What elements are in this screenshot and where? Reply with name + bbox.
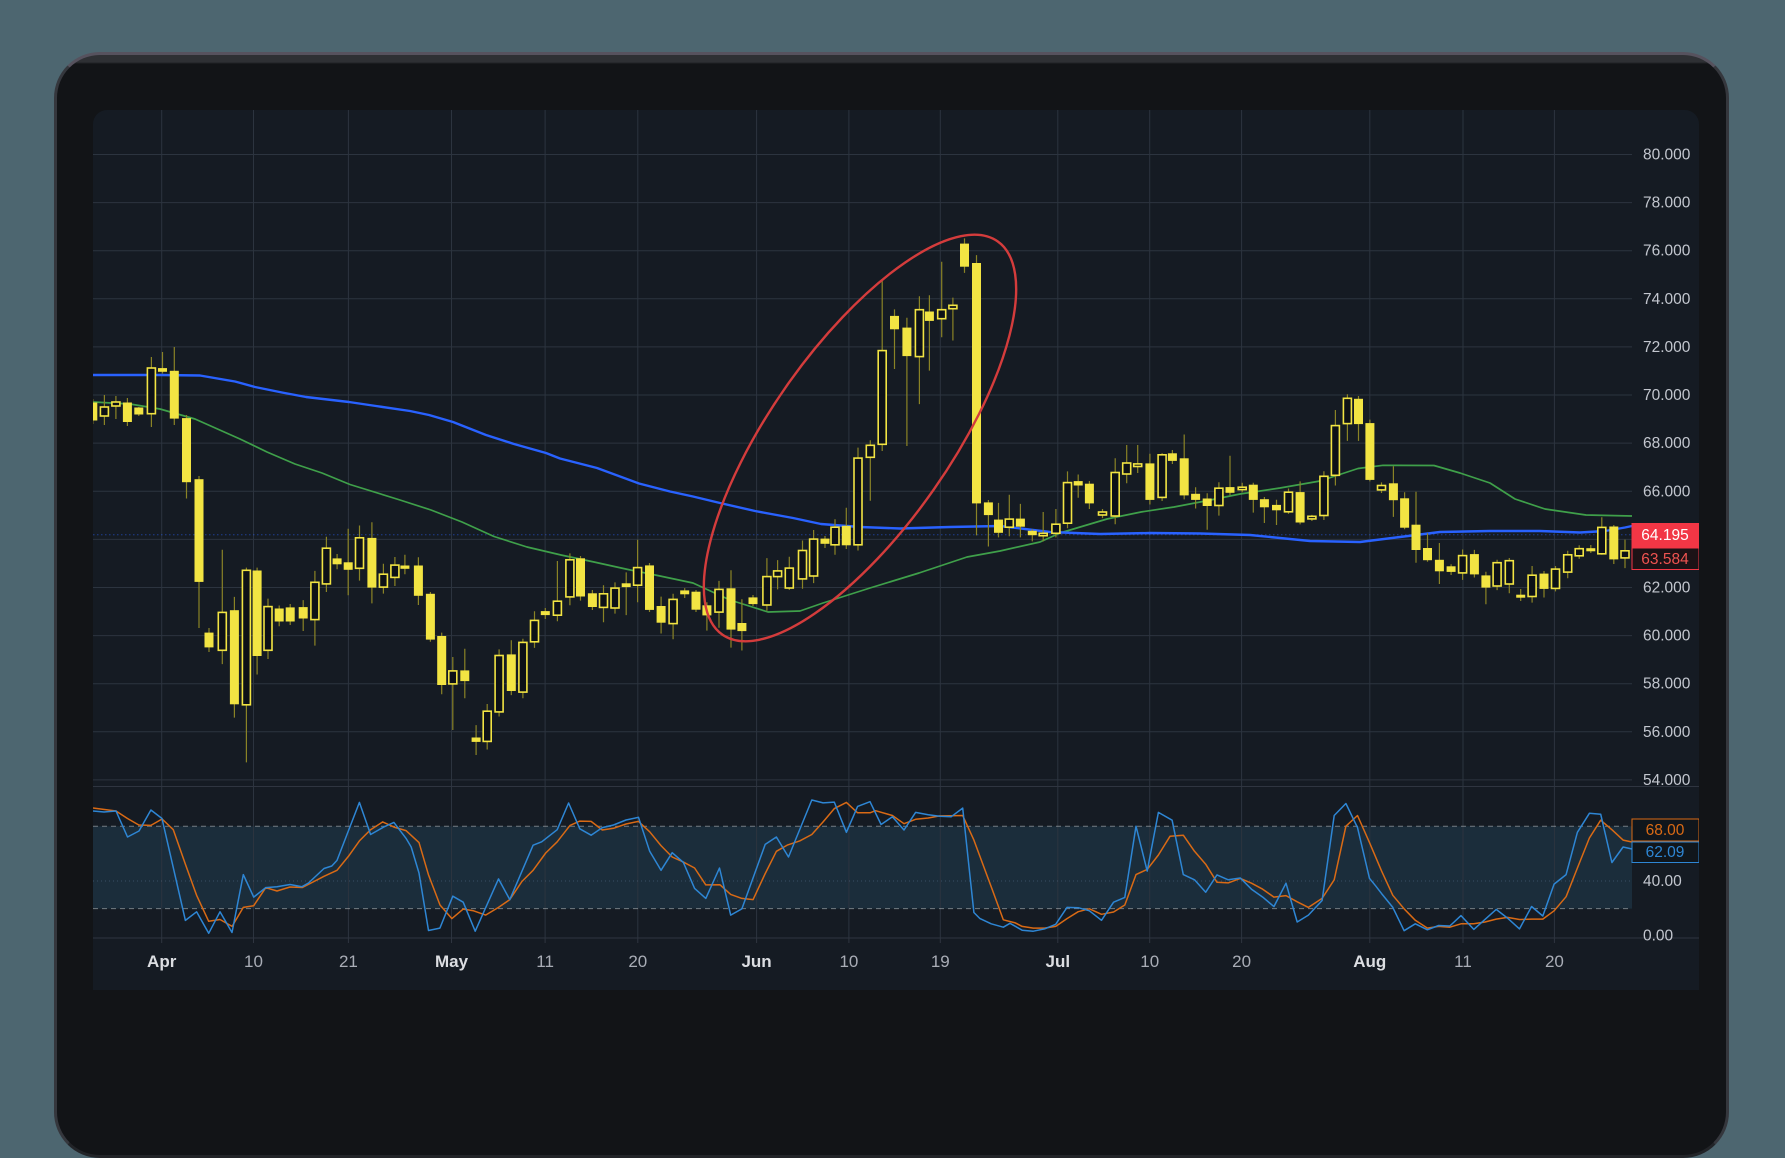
svg-text:21: 21	[339, 952, 358, 971]
svg-text:63.584: 63.584	[1641, 551, 1689, 568]
svg-text:0.00: 0.00	[1643, 928, 1674, 945]
svg-text:62.000: 62.000	[1643, 580, 1691, 597]
svg-text:Jul: Jul	[1046, 952, 1071, 971]
svg-text:56.000: 56.000	[1643, 724, 1691, 741]
svg-text:10: 10	[1140, 952, 1159, 971]
svg-text:70.000: 70.000	[1643, 387, 1691, 404]
svg-text:76.000: 76.000	[1643, 243, 1691, 260]
svg-text:10: 10	[244, 952, 263, 971]
svg-text:80.000: 80.000	[1643, 147, 1691, 164]
svg-text:66.000: 66.000	[1643, 483, 1691, 500]
svg-text:19: 19	[931, 952, 950, 971]
svg-text:20: 20	[1232, 952, 1251, 971]
svg-text:May: May	[435, 952, 469, 971]
svg-text:62.09: 62.09	[1646, 844, 1685, 861]
svg-text:78.000: 78.000	[1643, 195, 1691, 212]
svg-text:68.00: 68.00	[1646, 822, 1685, 839]
svg-text:20: 20	[1545, 952, 1564, 971]
svg-text:64.195: 64.195	[1641, 527, 1688, 544]
svg-text:54.000: 54.000	[1643, 772, 1691, 789]
svg-text:58.000: 58.000	[1643, 676, 1691, 693]
svg-text:Jun: Jun	[741, 952, 771, 971]
svg-text:Aug: Aug	[1353, 952, 1386, 971]
svg-text:20: 20	[628, 952, 647, 971]
svg-text:11: 11	[1454, 952, 1472, 971]
svg-text:Apr: Apr	[147, 952, 177, 971]
svg-text:72.000: 72.000	[1643, 339, 1691, 356]
svg-text:10: 10	[839, 952, 858, 971]
svg-text:74.000: 74.000	[1643, 291, 1691, 308]
svg-text:11: 11	[536, 952, 554, 971]
svg-text:60.000: 60.000	[1643, 628, 1691, 645]
svg-text:40.00: 40.00	[1643, 873, 1682, 890]
svg-text:68.000: 68.000	[1643, 435, 1691, 452]
